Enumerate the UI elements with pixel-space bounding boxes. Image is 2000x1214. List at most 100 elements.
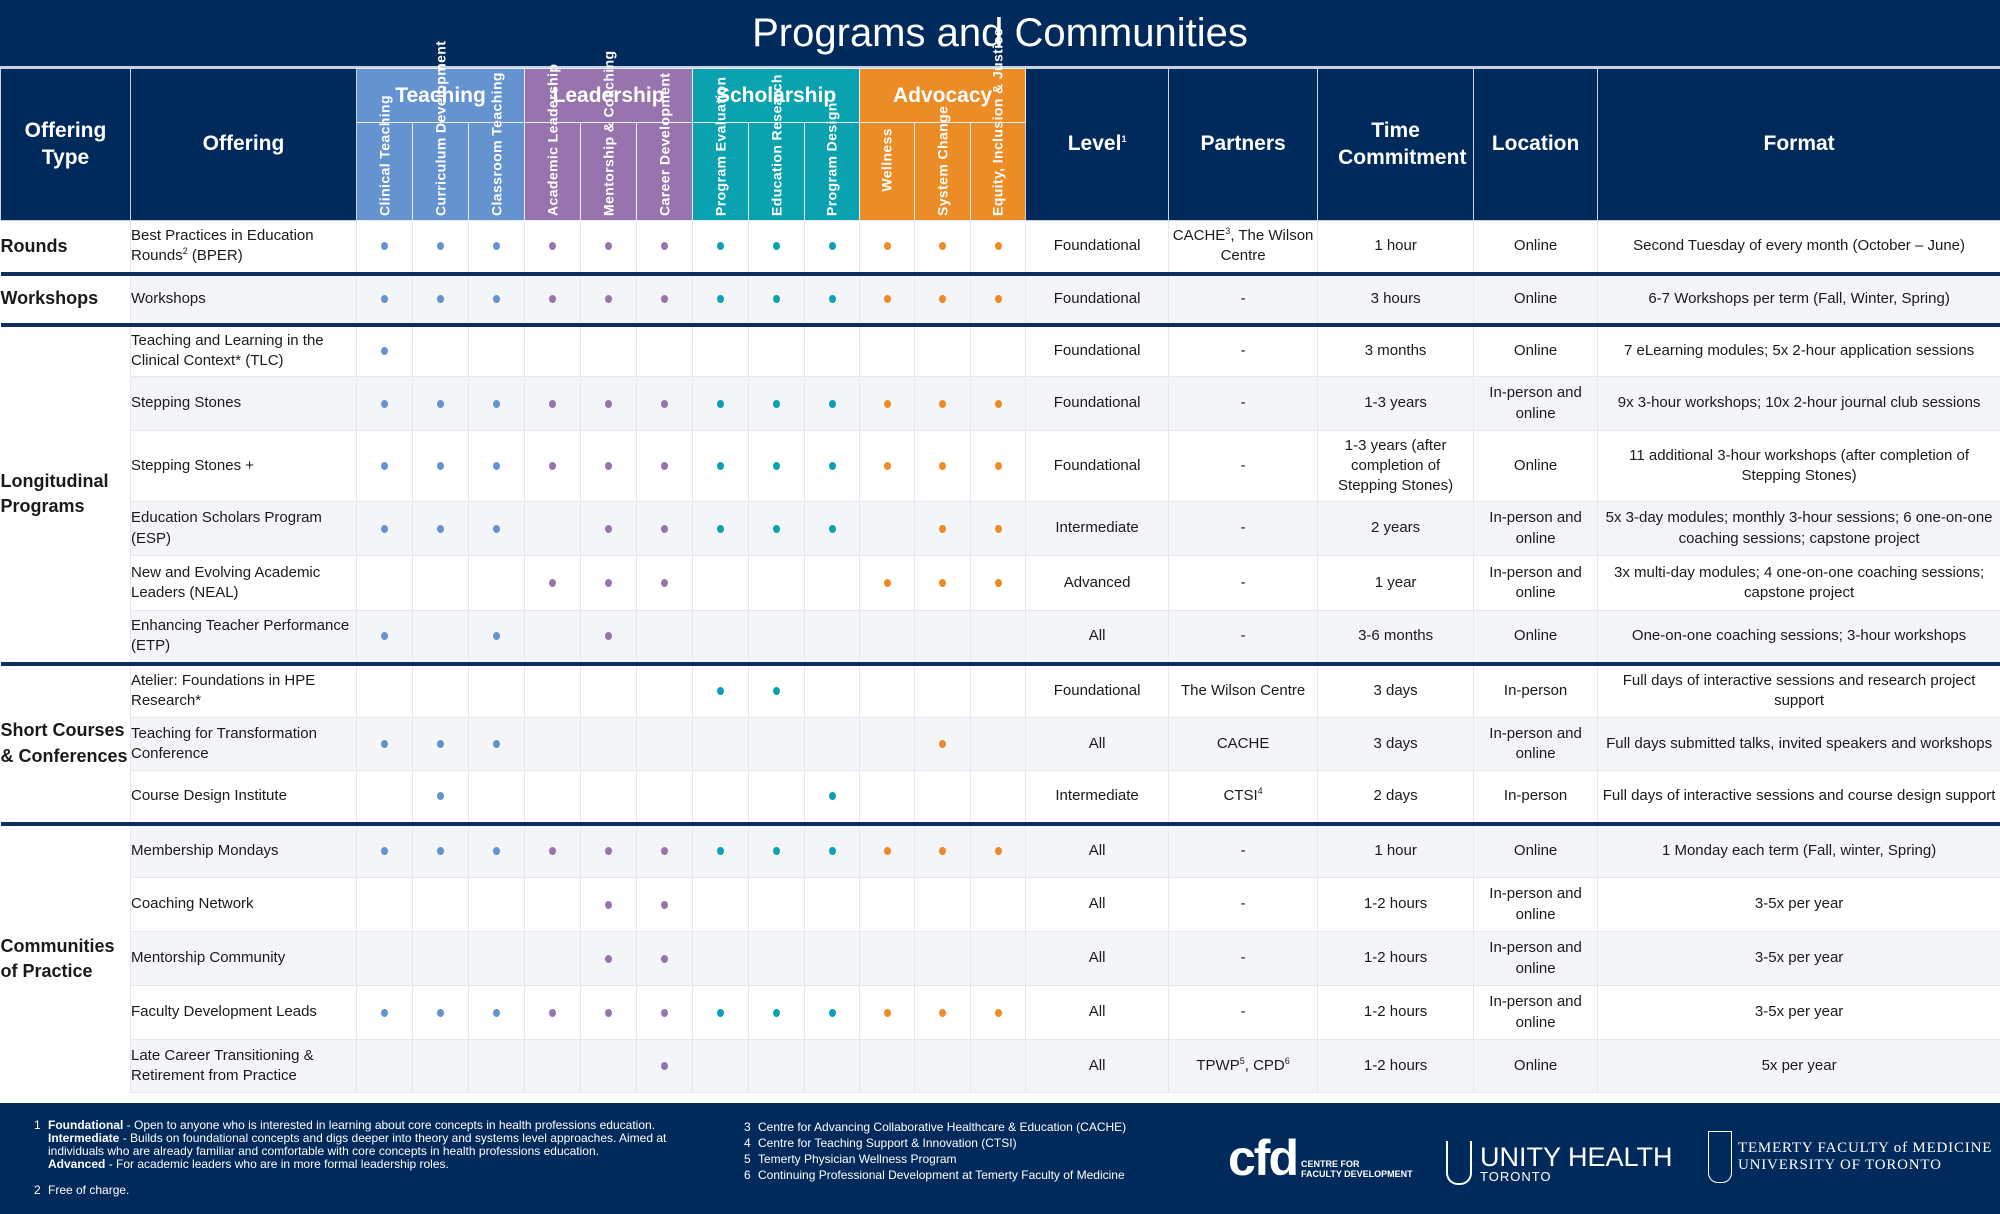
cfd-logo-text: CENTRE FOR FACULTY DEVELOPMENT — [1301, 1159, 1413, 1179]
competency-cell — [692, 322, 750, 377]
competency-cell — [467, 821, 526, 878]
competency-cell — [804, 271, 861, 325]
competency-cell — [356, 376, 413, 431]
offering-cell: Enhancing Teacher Performance (ETP) — [130, 610, 357, 664]
competency-cell — [412, 661, 469, 718]
offering-cell: Stepping Stones — [130, 376, 357, 431]
dot-scholarship-icon — [828, 792, 836, 801]
offering-cell: Best Practices in Education Rounds2 (BPE… — [130, 220, 357, 274]
competency-cell — [692, 501, 750, 556]
offering-cell: Mentorship Community — [130, 931, 357, 986]
format-cell: Second Tuesday of every month (October –… — [1597, 220, 2000, 274]
competency-cell — [412, 821, 469, 878]
temerty-logo: TEMERTY FACULTY of MEDICINE UNIVERSITY OF… — [1708, 1131, 1992, 1183]
time-commitment-cell: 1 hour — [1317, 821, 1475, 878]
level-cell: All — [1025, 877, 1170, 932]
location-cell: In-person — [1473, 661, 1599, 718]
competency-cell — [580, 717, 638, 771]
competency-cell — [412, 322, 469, 377]
competency-cell — [692, 985, 750, 1040]
competency-cell — [467, 985, 526, 1040]
time-commitment-cell: 3 months — [1317, 322, 1475, 377]
competency-cell — [914, 220, 972, 274]
competency-cell — [356, 555, 413, 611]
competency-cell — [859, 610, 916, 664]
competency-cell — [914, 376, 972, 431]
competency-cell — [580, 555, 638, 611]
dot-teaching-icon — [437, 1008, 444, 1017]
partners-cell: - — [1168, 555, 1319, 611]
dot-advocacy-icon — [994, 242, 1002, 251]
competency-cell — [914, 931, 972, 986]
time-commitment-cell: 3-6 months — [1317, 610, 1475, 664]
subheader-program-design: Program Design — [804, 102, 861, 221]
time-commitment-cell: 1-3 years — [1317, 376, 1475, 431]
competency-cell — [524, 220, 582, 274]
competency-cell — [580, 322, 638, 377]
time-commitment-cell: 1-3 years (after completion of Stepping … — [1317, 430, 1475, 502]
subheader-wellness: Wellness — [859, 122, 916, 221]
competency-cell — [804, 661, 861, 718]
dot-advocacy-icon — [939, 399, 947, 408]
competency-cell — [804, 220, 861, 274]
competency-cell — [859, 271, 916, 325]
location-cell: In-person and online — [1473, 985, 1599, 1040]
competency-cell — [467, 931, 526, 986]
dot-leadership-icon — [549, 295, 557, 303]
dot-scholarship-icon — [828, 462, 836, 470]
competency-cell — [636, 430, 694, 502]
subheader-program-evaluation: Program Evaluation — [692, 76, 750, 221]
competency-cell — [859, 661, 916, 718]
header-offering-type: Offering Type — [0, 68, 131, 221]
dot-teaching-icon — [437, 462, 444, 470]
competency-cell — [804, 717, 861, 771]
competency-cell — [748, 931, 806, 986]
partners-cell: - — [1168, 931, 1319, 986]
competency-cell — [804, 501, 861, 556]
competency-cell — [970, 322, 1027, 377]
header-level-label: Level — [1067, 132, 1122, 156]
competency-cell — [524, 821, 582, 878]
competency-cell — [804, 770, 861, 824]
footnote-ctsi: 4 Centre for Teaching Support & Innovatio… — [744, 1136, 1017, 1150]
competency-cell — [970, 717, 1027, 771]
dot-advocacy-icon — [994, 295, 1002, 303]
subheader-academic-leadership: Academic Leadership — [524, 63, 582, 221]
competency-cell — [859, 877, 916, 932]
dot-teaching-icon — [493, 295, 501, 303]
competency-cell — [970, 1039, 1027, 1093]
dot-advocacy-icon — [883, 462, 891, 470]
competency-cell — [914, 821, 972, 878]
location-cell: In-person and online — [1473, 501, 1599, 556]
competency-cell — [748, 271, 806, 325]
competency-cell — [580, 985, 638, 1040]
partners-cell: - — [1168, 430, 1319, 502]
competency-cell — [748, 501, 806, 556]
competency-cell — [412, 610, 469, 664]
competency-cell — [356, 501, 413, 556]
location-cell: Online — [1473, 821, 1599, 878]
offering-cell: Atelier: Foundations in HPE Research* — [130, 661, 357, 718]
dot-advocacy-icon — [994, 462, 1002, 470]
competency-cell — [970, 985, 1027, 1040]
competency-cell — [524, 376, 582, 431]
level-cell: All — [1025, 610, 1170, 664]
offering-type-cell: Workshops — [0, 271, 131, 325]
competency-cell — [859, 430, 916, 502]
competency-cell — [412, 430, 469, 502]
level-cell: Intermediate — [1025, 501, 1170, 556]
dot-advocacy-icon — [883, 399, 891, 408]
competency-cell — [580, 661, 638, 718]
format-cell: 6-7 Workshops per term (Fall, Winter, Sp… — [1597, 271, 2000, 325]
dot-teaching-icon — [381, 347, 388, 356]
competency-cell — [748, 610, 806, 664]
offering-cell: Faculty Development Leads — [130, 985, 357, 1040]
competency-cell — [636, 931, 694, 986]
dot-teaching-icon — [381, 740, 388, 748]
partners-cell: - — [1168, 271, 1319, 325]
offering-cell: New and Evolving Academic Leaders (NEAL) — [130, 555, 357, 611]
competency-cell — [914, 1039, 972, 1093]
dot-teaching-icon — [493, 462, 501, 470]
competency-cell — [580, 220, 638, 274]
partners-cell: The Wilson Centre — [1168, 661, 1319, 718]
